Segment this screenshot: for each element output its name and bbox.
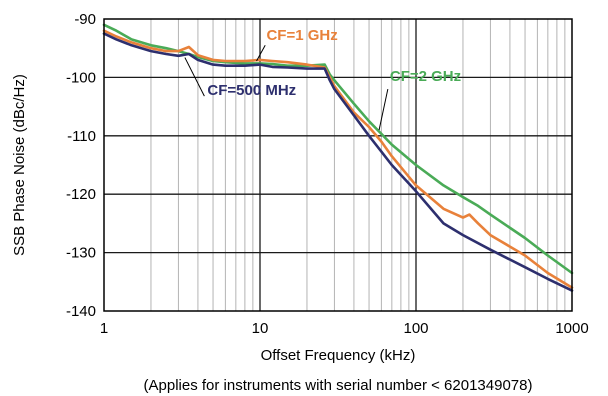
y-tick-label: -130 xyxy=(66,245,96,262)
series-layer xyxy=(102,23,574,292)
footnote: (Applies for instruments with serial num… xyxy=(144,377,533,394)
label-cf-2ghz: CF=2 GHz xyxy=(390,68,461,85)
y-tick-label: -100 xyxy=(66,69,96,86)
plot-frame xyxy=(103,18,573,312)
x-tick-label: 1000 xyxy=(555,320,588,337)
y-tick-label: -120 xyxy=(66,186,96,203)
leader-line-1ghz xyxy=(256,45,266,62)
x-tick-label: 100 xyxy=(403,320,428,337)
x-tick-label: 10 xyxy=(252,320,269,337)
y-tick-label: -140 xyxy=(66,303,96,320)
label-cf-500mhz: CF=500 MHz xyxy=(207,82,296,99)
leader-line-2ghz xyxy=(378,88,389,131)
y-axis-title: SSB Phase Noise (dBc/Hz) xyxy=(11,74,28,256)
series-line-cf-500-mhz xyxy=(102,32,574,292)
annotations: CF=1 GHz CF=500 MHz CF=2 GHz xyxy=(184,27,461,131)
y-tick-label: -110 xyxy=(67,128,96,145)
tick-labels: 1 10 100 1000 -90 -100 -110 -120 -130 -140 xyxy=(66,11,589,337)
leader-line-500mhz xyxy=(184,57,205,97)
series-line-cf-1-ghz xyxy=(102,29,574,289)
x-axis-title: Offset Frequency (kHz) xyxy=(261,347,416,364)
y-tick-label: -90 xyxy=(74,11,96,28)
x-tick-label: 1 xyxy=(100,320,108,337)
label-cf-1ghz: CF=1 GHz xyxy=(266,27,337,44)
